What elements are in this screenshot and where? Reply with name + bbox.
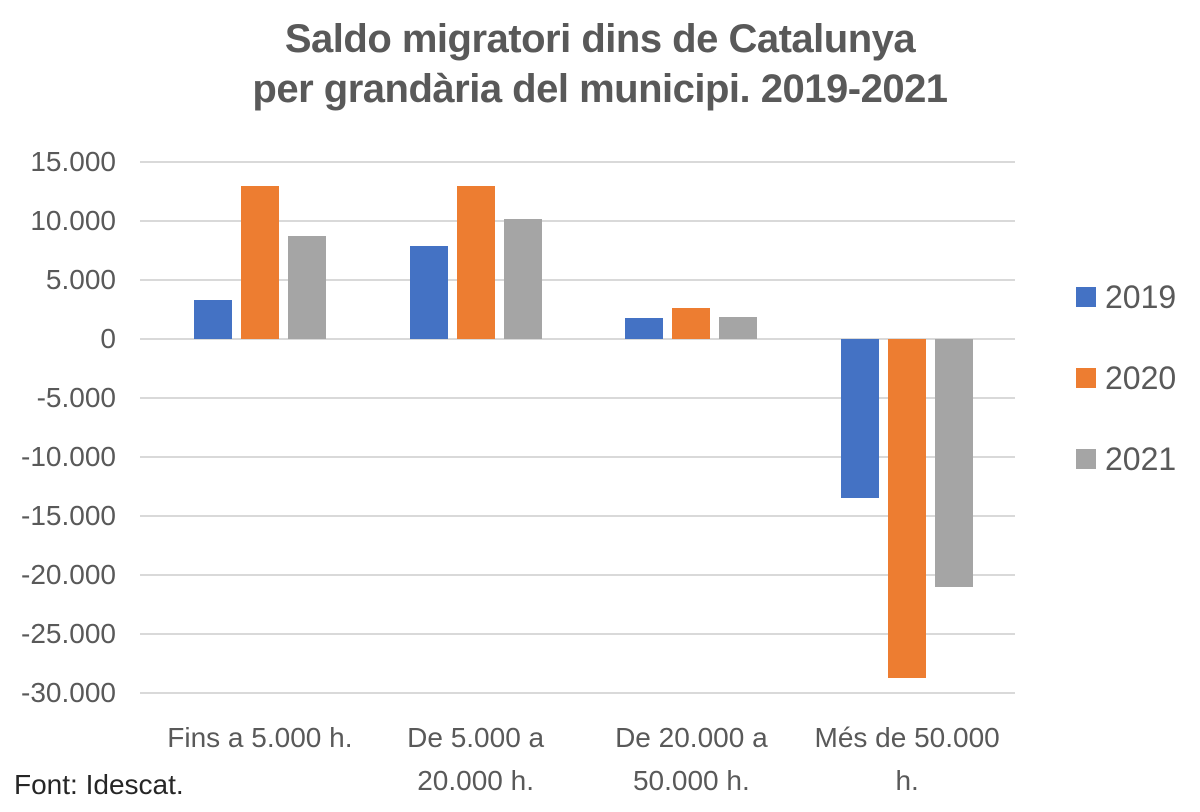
- y-tick-mark: [140, 220, 152, 222]
- bar-2020: [672, 308, 711, 339]
- y-axis-tick-label: 5.000: [45, 264, 116, 295]
- gridline: [152, 574, 1015, 576]
- gridline: [152, 633, 1015, 635]
- bar-2019: [409, 245, 448, 339]
- gridline: [152, 692, 1015, 694]
- legend-item: 2020: [1076, 360, 1176, 396]
- bar-2021: [287, 236, 326, 339]
- y-axis-tick-label: -20.000: [21, 559, 116, 590]
- gridline: [152, 279, 1015, 281]
- gridline: [152, 397, 1015, 399]
- y-tick-mark: [140, 633, 152, 635]
- gridline: [152, 515, 1015, 517]
- legend-swatch-2020: [1076, 368, 1096, 388]
- y-tick-mark: [140, 397, 152, 399]
- y-axis-tick-label: -15.000: [21, 500, 116, 531]
- y-tick-mark: [140, 279, 152, 281]
- x-category-label: Fins a 5.000 h.: [167, 722, 353, 753]
- legend-item: 2021: [1076, 441, 1176, 477]
- y-tick-mark: [140, 515, 152, 517]
- gridline: [152, 456, 1015, 458]
- legend-label: 2021: [1105, 440, 1177, 477]
- y-tick-mark: [140, 338, 152, 340]
- legend-item: 2019: [1076, 279, 1176, 315]
- y-axis-tick-label: 15.000: [30, 146, 116, 177]
- legend-label: 2019: [1105, 278, 1177, 315]
- bar-2021: [503, 218, 542, 339]
- bar-2019: [193, 300, 232, 339]
- y-axis-tick-label: -25.000: [21, 618, 116, 649]
- y-tick-mark: [140, 574, 152, 576]
- y-axis-tick-label: -10.000: [21, 441, 116, 472]
- y-tick-mark: [140, 456, 152, 458]
- y-axis-tick-label: 10.000: [30, 205, 116, 236]
- x-category-label: De 20.000 a 50.000 h.: [615, 722, 768, 796]
- bar-2020: [240, 185, 279, 339]
- legend-swatch-2021: [1076, 449, 1096, 469]
- gridline: [152, 161, 1015, 163]
- x-category-label: De 5.000 a 20.000 h.: [407, 722, 545, 796]
- bar-2020: [888, 339, 927, 678]
- y-tick-mark: [140, 692, 152, 694]
- source-note: Font: Idescat.: [14, 769, 184, 800]
- gridline: [152, 338, 1015, 340]
- legend-swatch-2019: [1076, 287, 1096, 307]
- y-axis-tick-label: -5.000: [36, 382, 116, 413]
- x-category-label: Més de 50.000 h.: [814, 722, 1000, 796]
- bar-2021: [719, 316, 758, 339]
- bar-2020: [456, 185, 495, 339]
- chart-title: Saldo migratori dins de Catalunya per gr…: [0, 14, 1200, 114]
- chart-title-line2: per grandària del municipi. 2019-2021: [252, 67, 948, 111]
- bar-2019: [625, 317, 664, 339]
- y-tick-mark: [140, 161, 152, 163]
- bar-2021: [935, 339, 974, 587]
- bar-2019: [841, 339, 880, 499]
- y-axis-tick-label: 0: [100, 323, 116, 354]
- y-axis-tick-label: -30.000: [21, 677, 116, 708]
- chart-title-line1: Saldo migratori dins de Catalunya: [284, 17, 916, 61]
- gridline: [152, 220, 1015, 222]
- legend-label: 2020: [1105, 359, 1177, 396]
